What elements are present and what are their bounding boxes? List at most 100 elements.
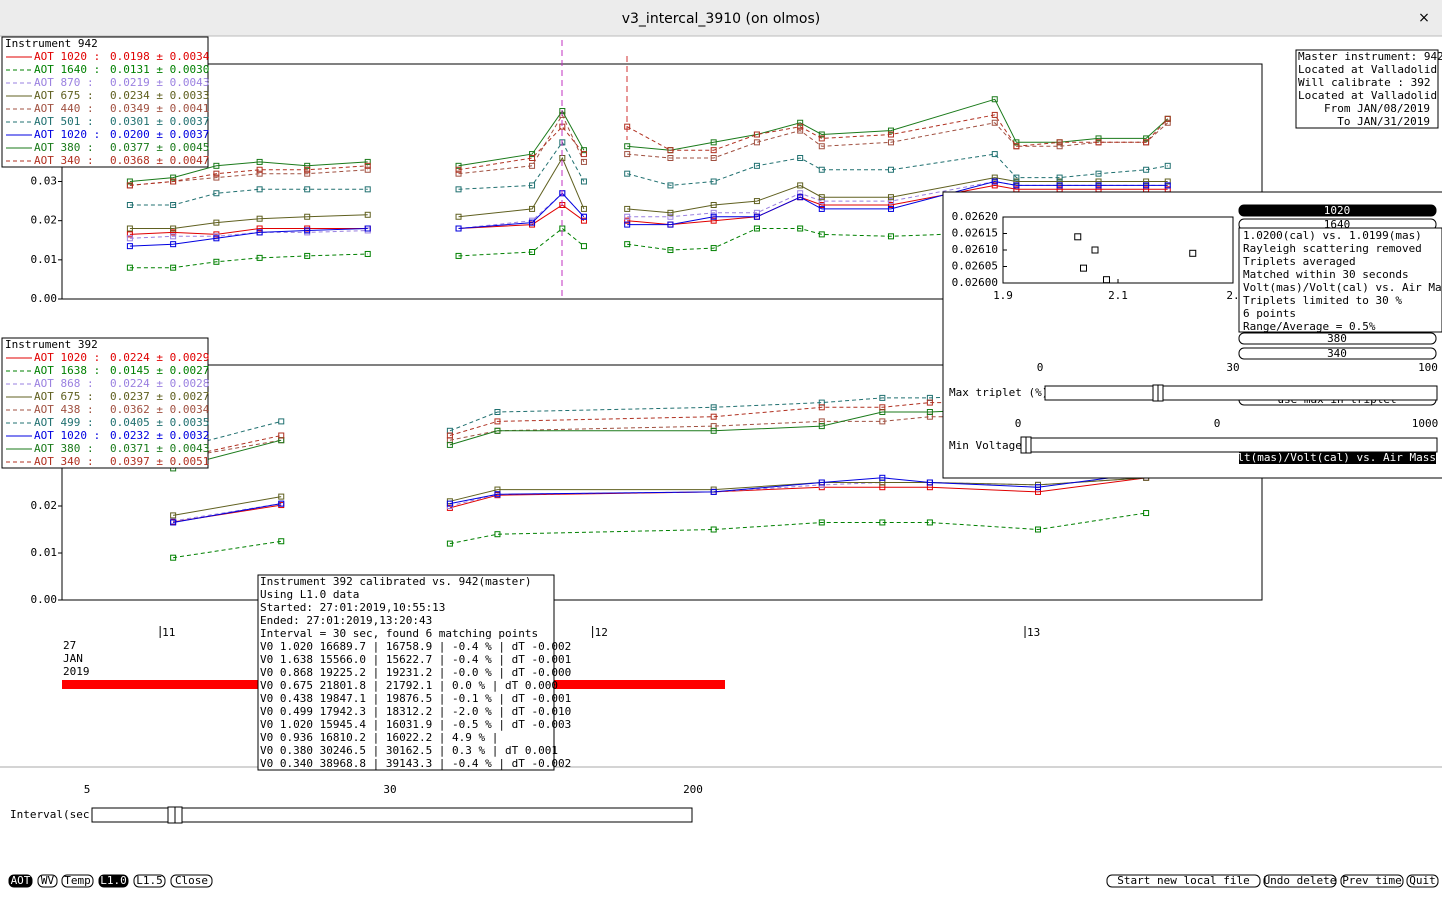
button-label[interactable]: Temp: [64, 874, 91, 887]
button-label[interactable]: L1.0: [100, 874, 127, 887]
y-tick-label: 0.01: [31, 253, 58, 266]
button[interactable]: [1340, 874, 1404, 888]
marker: [213, 174, 220, 181]
marker: [213, 190, 220, 197]
marker: [991, 174, 998, 181]
legend-stat: 0.0237 ± 0.0027: [110, 390, 209, 403]
mode-label[interactable]: Volt(mas)/Volt(cal) vs. Air Mass: [1224, 451, 1436, 464]
marker: [580, 243, 587, 250]
button[interactable]: [1263, 874, 1337, 888]
marker: [753, 162, 760, 169]
marker: [278, 418, 285, 425]
master-line: From JAN/08/2019: [1324, 102, 1430, 115]
y-tick-label: 0.02600: [952, 276, 998, 289]
marker: [818, 194, 825, 201]
legend-name: AOT 868 :: [34, 377, 94, 390]
marker: [446, 540, 453, 547]
option-selected-label[interactable]: 1020: [1324, 204, 1351, 217]
button-label[interactable]: Prev time: [1342, 874, 1402, 887]
button-label[interactable]: Start new local file: [1117, 874, 1249, 887]
legend-name: AOT 1020 :: [34, 351, 100, 364]
x-tick-label: 13: [1027, 626, 1040, 639]
marker: [1095, 170, 1102, 177]
marker: [170, 229, 177, 236]
option-label[interactable]: 340: [1327, 347, 1347, 360]
x-tick-label: 2.1: [1108, 289, 1128, 302]
option[interactable]: [1238, 332, 1437, 345]
marker: [797, 127, 804, 134]
marker: [879, 404, 886, 411]
legend-name: AOT 1020 :: [34, 50, 100, 63]
button[interactable]: [61, 874, 94, 888]
info-line: Using L1.0 data: [260, 588, 359, 601]
note-line: 1.0200(cal) vs. 1.0199(mas): [1243, 229, 1422, 242]
slider-track[interactable]: [1022, 437, 1438, 453]
button[interactable]: [133, 874, 166, 888]
series-line: [173, 477, 1147, 516]
marker: [753, 213, 760, 220]
slider-tick: 5: [84, 783, 91, 796]
info-line: V0 1.638 15566.0 | 15622.7 | -0.4 % | dT…: [260, 653, 571, 666]
slider-track[interactable]: [91, 807, 693, 823]
point: [1080, 264, 1087, 272]
marker: [710, 427, 717, 434]
marker: [710, 245, 717, 252]
marker: [256, 186, 263, 193]
button-label[interactable]: WV: [41, 874, 55, 887]
info-line: V0 0.380 30246.5 | 30162.5 | 0.3 % | dT …: [260, 744, 558, 757]
marker: [1143, 166, 1150, 173]
series-line: [173, 512, 1147, 559]
button[interactable]: [1406, 874, 1439, 888]
marker: [213, 170, 220, 177]
legend-stat: 0.0145 ± 0.0027: [110, 364, 209, 377]
marker: [753, 198, 760, 205]
button[interactable]: [37, 874, 58, 888]
slider-track[interactable]: [1044, 385, 1438, 401]
button-label[interactable]: AOT: [11, 874, 31, 887]
marker: [887, 233, 894, 240]
marker: [364, 225, 371, 232]
date-label: 2019: [63, 665, 90, 678]
marker: [624, 213, 631, 220]
legend-box: [1, 36, 209, 168]
button-label[interactable]: Quit: [1409, 874, 1436, 887]
marker: [797, 182, 804, 189]
button-label[interactable]: Undo delete: [1264, 874, 1337, 887]
option-label[interactable]: 380: [1327, 332, 1347, 345]
legend-stat: 0.0232 ± 0.0032: [110, 429, 209, 442]
note-line: Range/Average = 0.5%: [1243, 320, 1376, 333]
button[interactable]: [8, 874, 33, 888]
legend-stat: 0.0368 ± 0.0047: [110, 154, 209, 167]
marker: [991, 151, 998, 158]
marker: [926, 519, 933, 526]
mode-bar[interactable]: [1239, 452, 1436, 464]
marker: [364, 211, 371, 218]
marker: [926, 479, 933, 486]
marker: [1035, 484, 1041, 491]
legend-stat: 0.0362 ± 0.0034: [110, 403, 210, 416]
legend-stat: 0.0200 ± 0.0037: [110, 128, 209, 141]
marker: [494, 531, 501, 538]
y-tick-label: 0.02615: [952, 227, 998, 240]
marker: [797, 194, 804, 201]
close-x[interactable]: ×: [1418, 10, 1430, 26]
marker: [529, 249, 536, 255]
option[interactable]: [1238, 347, 1437, 360]
marker: [304, 252, 311, 259]
button-label[interactable]: Close: [175, 874, 208, 887]
button[interactable]: [170, 874, 213, 888]
button-label[interactable]: L1.5: [136, 874, 163, 887]
marker: [1056, 182, 1063, 189]
marker: [1056, 174, 1063, 181]
marker: [580, 151, 587, 158]
option-selected[interactable]: [1238, 204, 1437, 217]
button[interactable]: [98, 874, 129, 888]
button[interactable]: [1106, 874, 1261, 888]
marker: [710, 155, 717, 161]
marker: [126, 243, 133, 250]
info-line: V0 0.868 19225.2 | 19231.2 | -0.0 % | dT…: [260, 666, 571, 679]
marker: [667, 182, 674, 189]
marker: [818, 131, 825, 138]
marker: [494, 427, 501, 434]
